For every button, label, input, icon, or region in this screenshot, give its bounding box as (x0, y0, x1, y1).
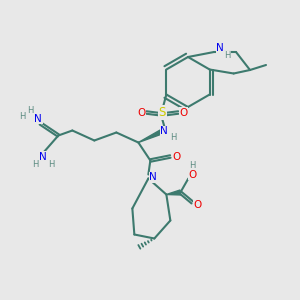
Text: H: H (224, 52, 230, 61)
Text: S: S (159, 106, 166, 119)
Text: H: H (189, 161, 196, 170)
Text: H: H (170, 133, 176, 142)
Text: N: N (34, 113, 42, 124)
Polygon shape (166, 190, 181, 195)
Text: H: H (48, 160, 55, 169)
Text: O: O (137, 107, 146, 118)
Text: O: O (193, 200, 202, 209)
Text: H: H (32, 160, 38, 169)
Text: O: O (188, 169, 196, 179)
Text: H: H (19, 112, 26, 121)
Text: N: N (149, 172, 157, 182)
Polygon shape (138, 128, 165, 142)
Text: N: N (160, 127, 168, 136)
Text: N: N (40, 152, 47, 161)
Text: O: O (172, 152, 181, 161)
Text: H: H (27, 106, 34, 115)
Text: O: O (179, 107, 188, 118)
Text: N: N (216, 43, 224, 53)
